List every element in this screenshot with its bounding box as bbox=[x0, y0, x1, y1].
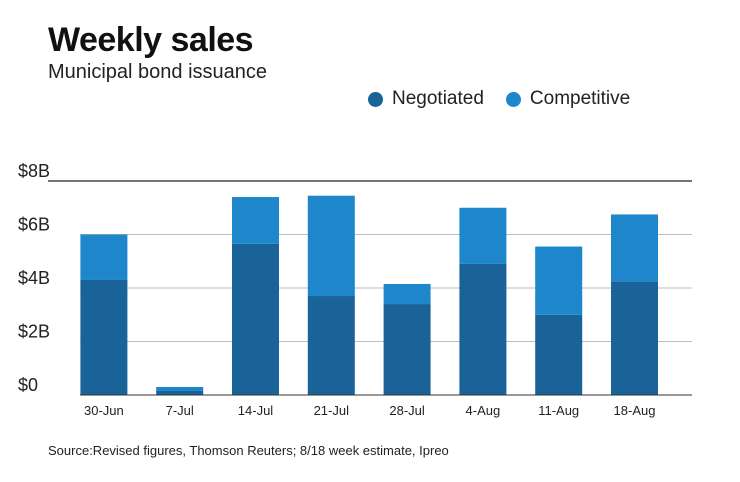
y-tick-label: $0 bbox=[18, 375, 38, 395]
bar-competitive-18-aug bbox=[611, 214, 658, 282]
bar-negotiated-4-aug bbox=[459, 263, 507, 395]
x-tick-label: 11-Aug bbox=[538, 403, 579, 418]
bar-competitive-11-aug bbox=[535, 246, 583, 315]
chart-title: Weekly sales bbox=[48, 21, 254, 59]
x-tick-label: 4-Aug bbox=[466, 403, 501, 418]
y-tick-label: $2B bbox=[18, 322, 50, 342]
source-note: Source:Revised figures, Thomson Reuters;… bbox=[48, 443, 449, 458]
legend-swatch-competitive bbox=[505, 91, 521, 107]
bar-competitive-30-jun bbox=[80, 234, 128, 280]
bar-negotiated-14-jul bbox=[232, 243, 279, 395]
legend-swatch-negotiated bbox=[368, 91, 383, 107]
legend-item-competitive: Competitive bbox=[505, 88, 631, 110]
chart-subtitle: Municipal bond issuance bbox=[48, 61, 268, 83]
y-tick-label: $6B bbox=[18, 215, 50, 235]
bar-competitive-4-aug bbox=[459, 207, 507, 264]
y-tick-label: $8B bbox=[18, 161, 50, 181]
legend-label-negotiated: Negotiated bbox=[392, 88, 484, 109]
x-tick-label: 30-Jun bbox=[84, 403, 124, 418]
legend-label-competitive: Competitive bbox=[529, 88, 631, 109]
bar-negotiated-11-aug bbox=[535, 314, 583, 395]
x-tick-label: 7-Jul bbox=[166, 403, 194, 418]
chart-legend: Negotiated Competitive bbox=[368, 88, 630, 110]
x-tick-label: 21-Jul bbox=[314, 403, 350, 418]
bar-negotiated-18-aug bbox=[611, 281, 658, 395]
bar-competitive-14-jul bbox=[232, 197, 279, 244]
y-tick-label: $4B bbox=[18, 268, 50, 288]
x-tick-label: 14-Jul bbox=[238, 403, 274, 418]
bar-competitive-21-jul bbox=[307, 195, 355, 297]
bar-negotiated-30-jun bbox=[80, 279, 128, 395]
bar-competitive-7-jul bbox=[156, 386, 204, 391]
bar-competitive-28-jul bbox=[383, 283, 431, 305]
x-tick-label: 28-Jul bbox=[389, 403, 425, 418]
bar-negotiated-21-jul bbox=[307, 296, 355, 395]
x-tick-label: 18-Aug bbox=[614, 403, 656, 418]
legend-item-negotiated: Negotiated bbox=[368, 88, 484, 110]
bar-negotiated-7-jul bbox=[156, 390, 204, 395]
bar-negotiated-28-jul bbox=[383, 304, 431, 395]
